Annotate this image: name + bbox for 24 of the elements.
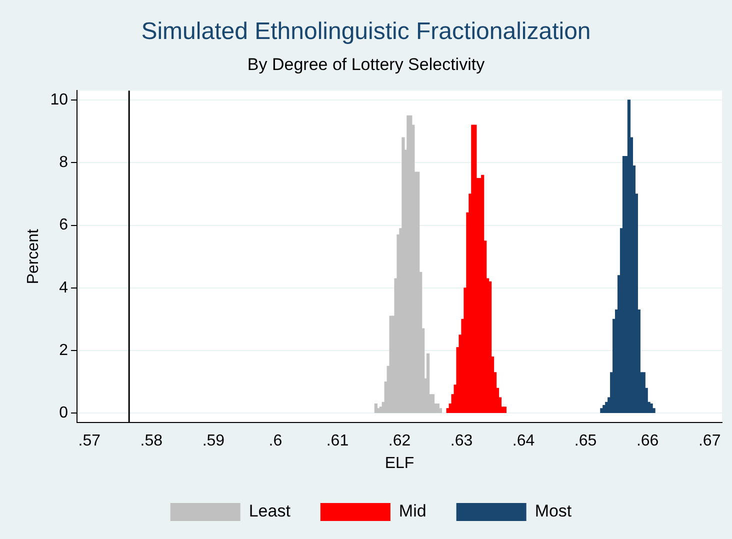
chart-subtitle: By Degree of Lottery Selectivity: [246, 55, 486, 75]
legend-label: Least: [248, 502, 291, 521]
y-tick-label: 6: [59, 216, 68, 234]
y-tick-label: 8: [59, 154, 68, 172]
x-axis-title: ELF: [384, 454, 414, 472]
y-tick-label: 10: [50, 91, 68, 108]
y-tick-label: 4: [59, 279, 68, 296]
x-tick-label: .62: [388, 432, 411, 450]
legend-label: Most: [534, 502, 572, 521]
x-tick-label: .61: [326, 432, 349, 450]
x-tick-label: .65: [574, 432, 597, 450]
x-tick-label: .58: [140, 432, 163, 450]
x-tick-label: .63: [450, 432, 473, 450]
chart-title: Simulated Ethnolinguistic Fractionalization: [140, 18, 592, 46]
x-tick-label: .6: [268, 432, 282, 450]
x-tick-label: .66: [636, 432, 659, 450]
x-tick-label: .67: [698, 432, 721, 450]
x-tick-label: .57: [78, 432, 101, 450]
legend-label: Mid: [398, 502, 426, 521]
y-tick-label: 0: [59, 404, 68, 422]
y-axis-title: Percent: [25, 228, 42, 284]
y-tick-label: 2: [59, 342, 68, 359]
x-tick-label: .64: [512, 432, 535, 450]
x-tick-label: .59: [202, 432, 225, 450]
